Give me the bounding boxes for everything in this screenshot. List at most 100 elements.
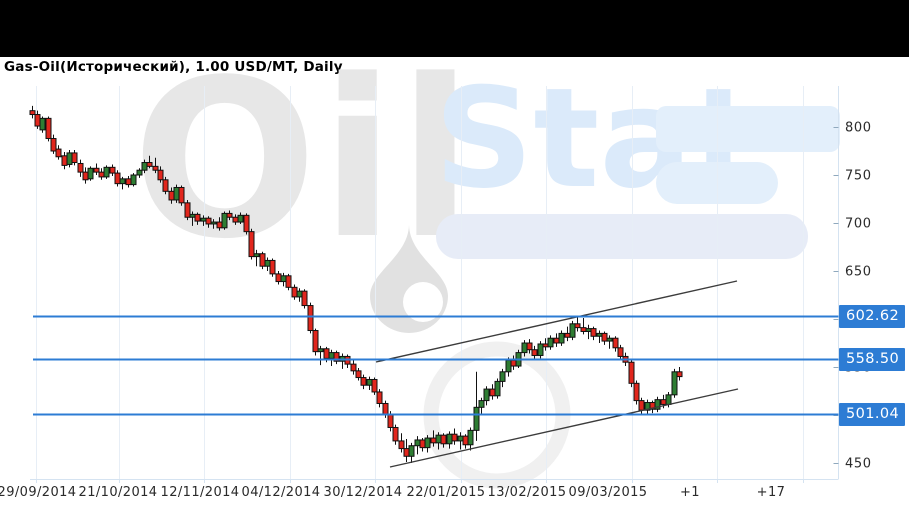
candle-up (253, 253, 260, 258)
candle-down (440, 434, 447, 445)
candle-down (526, 342, 533, 351)
candle-up (130, 174, 137, 186)
candle-down (617, 347, 624, 357)
x-axis-label: 12/11/2014 (161, 485, 240, 500)
candle-down (216, 221, 223, 229)
candle-up (280, 275, 287, 283)
candle-down (184, 202, 191, 218)
candle-down (612, 337, 619, 349)
candle-up (424, 437, 431, 449)
candle-up (328, 352, 335, 359)
candle-down (574, 323, 581, 329)
candle-down (307, 305, 314, 332)
candle-down (633, 382, 640, 402)
candle-down (109, 166, 116, 174)
candle-down (564, 332, 571, 338)
price-line-tag[interactable]: 558.50 (839, 347, 905, 371)
candle-down (269, 259, 276, 275)
candle-down (382, 402, 389, 415)
x-axis-label: 21/10/2014 (79, 485, 158, 500)
candle-down (590, 328, 597, 337)
candle-up (596, 332, 603, 337)
candle-up (103, 166, 110, 178)
candle-down (71, 152, 78, 164)
candle-up (435, 434, 442, 444)
candle-up (547, 337, 554, 348)
candle-up (457, 435, 464, 442)
candle-up (317, 348, 324, 353)
candle-down (398, 440, 405, 450)
candle-up (189, 213, 196, 218)
candle-down (114, 172, 121, 185)
x-axis-label: 04/12/2014 (242, 485, 321, 500)
candle-down (162, 179, 169, 192)
candle-down (430, 437, 437, 444)
candle-down (489, 388, 496, 397)
candle-down (34, 114, 41, 127)
candle-down (628, 361, 635, 384)
candle-down (232, 216, 239, 223)
candle-up (210, 221, 217, 225)
time-scale: 29/09/2014 21/10/2014 12/11/2014 04/12/2014… (0, 485, 785, 500)
candle-up (665, 394, 672, 405)
candle-down (355, 370, 362, 379)
x-axis-label: +1 (680, 485, 700, 500)
price-line-tag[interactable]: 501.04 (839, 402, 905, 426)
candle-down (510, 359, 517, 367)
candle-up (366, 378, 373, 386)
candle-down (376, 391, 383, 404)
candle-down (660, 399, 667, 405)
candle-up (585, 328, 592, 332)
candle-up (478, 400, 485, 408)
x-axis-label: 30/12/2014 (324, 485, 403, 500)
candle-down (194, 213, 201, 222)
candle-down (291, 286, 298, 298)
candle-down (638, 400, 645, 411)
candle-down (226, 212, 233, 218)
y-axis-label: 750 (845, 169, 872, 184)
candle-down (301, 290, 308, 307)
candle-up (521, 342, 528, 354)
candle-down (531, 349, 538, 356)
candle-down (580, 327, 587, 332)
candle-up (414, 439, 421, 447)
candle-down (275, 273, 282, 283)
candle-down (350, 363, 357, 372)
candle-up (483, 388, 490, 402)
candle-up (173, 186, 180, 201)
candle-down (371, 378, 378, 393)
candle-down (312, 330, 319, 353)
y-axis-label: 800 (845, 121, 872, 136)
candle-up (569, 323, 576, 338)
candle-down (553, 337, 560, 344)
candle-up (119, 178, 126, 185)
candle-up (499, 371, 506, 382)
price-line-tag[interactable]: 602.62 (839, 304, 905, 328)
candle-down (29, 110, 36, 116)
candle-down (542, 343, 549, 348)
candle-down (259, 253, 266, 267)
candle-up (237, 214, 244, 223)
candle-down (146, 162, 153, 167)
candle-down (178, 186, 185, 204)
trendline-upper[interactable] (375, 280, 738, 363)
candle-up (39, 117, 46, 131)
candle-down (82, 171, 89, 181)
trend-channel[interactable] (375, 280, 739, 468)
candle-up (494, 380, 501, 397)
candle-up (654, 399, 661, 410)
candle-down (93, 167, 100, 173)
trendline-lower[interactable] (389, 388, 739, 468)
y-axis-label: 700 (845, 217, 872, 232)
candle-up (505, 359, 512, 373)
x-gridlines (36, 86, 804, 483)
candle-down (50, 138, 57, 152)
candle-down (77, 162, 84, 173)
candle-down (285, 275, 292, 288)
candle-down (157, 169, 164, 181)
x-axis-label: 13/02/2015 (488, 485, 567, 500)
candle-down (451, 433, 458, 442)
candle-down (152, 165, 159, 171)
